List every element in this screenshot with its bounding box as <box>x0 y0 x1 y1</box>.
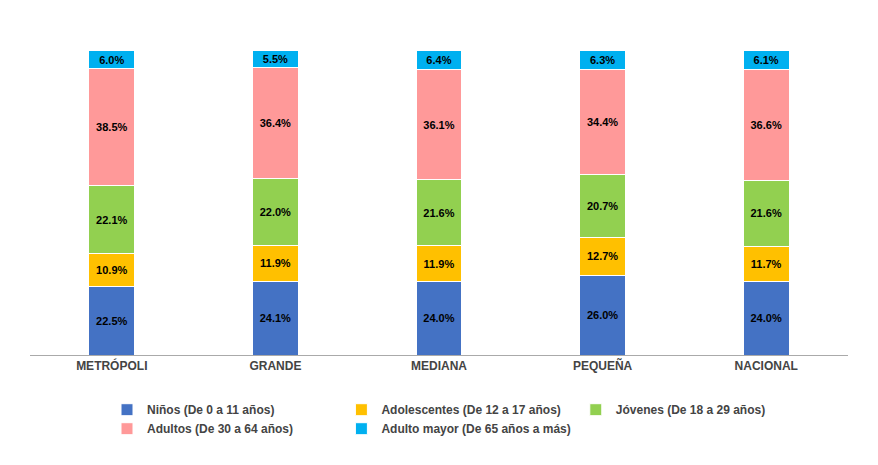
svg-text:12.7%: 12.7% <box>587 250 618 262</box>
svg-text:36.6%: 36.6% <box>750 119 781 131</box>
svg-text:24.1%: 24.1% <box>260 312 291 324</box>
svg-text:11.9%: 11.9% <box>260 257 291 269</box>
svg-text:6.1%: 6.1% <box>754 54 779 66</box>
svg-text:GRANDE: GRANDE <box>249 359 301 373</box>
svg-text:PEQUEÑA: PEQUEÑA <box>573 358 633 373</box>
svg-text:26.0%: 26.0% <box>587 309 618 321</box>
svg-text:6.4%: 6.4% <box>426 54 451 66</box>
svg-text:MEDIANA: MEDIANA <box>411 359 467 373</box>
svg-text:6.0%: 6.0% <box>99 54 124 66</box>
svg-text:22.1%: 22.1% <box>96 214 127 226</box>
svg-text:Adultos (De 30 a 64 años): Adultos (De 30 a 64 años) <box>147 422 293 436</box>
svg-text:11.7%: 11.7% <box>751 258 782 270</box>
svg-text:36.4%: 36.4% <box>260 117 291 129</box>
svg-text:11.9%: 11.9% <box>424 258 455 270</box>
svg-text:Adulto mayor (De 65 años a más: Adulto mayor (De 65 años a más) <box>381 422 570 436</box>
svg-text:METRÓPOLI: METRÓPOLI <box>76 358 147 373</box>
svg-text:22.0%: 22.0% <box>260 206 291 218</box>
svg-text:24.0%: 24.0% <box>423 312 454 324</box>
svg-text:21.6%: 21.6% <box>750 207 781 219</box>
svg-text:38.5%: 38.5% <box>96 121 127 133</box>
svg-text:5.5%: 5.5% <box>263 53 288 65</box>
svg-text:Jóvenes (De 18 a 29 años): Jóvenes (De 18 a 29 años) <box>616 403 765 417</box>
svg-text:36.1%: 36.1% <box>423 119 454 131</box>
svg-text:34.4%: 34.4% <box>587 116 618 128</box>
svg-text:Niños (De 0 a 11 años): Niños (De 0 a 11 años) <box>147 403 274 417</box>
svg-text:20.7%: 20.7% <box>587 200 618 212</box>
svg-text:6.3%: 6.3% <box>590 54 615 66</box>
svg-text:Adolescentes (De 12 a 17 años): Adolescentes (De 12 a 17 años) <box>381 403 560 417</box>
svg-text:NACIONAL: NACIONAL <box>735 359 798 373</box>
svg-text:22.5%: 22.5% <box>96 315 127 327</box>
svg-text:24.0%: 24.0% <box>750 312 781 324</box>
svg-text:21.6%: 21.6% <box>423 207 454 219</box>
svg-text:10.9%: 10.9% <box>96 264 127 276</box>
